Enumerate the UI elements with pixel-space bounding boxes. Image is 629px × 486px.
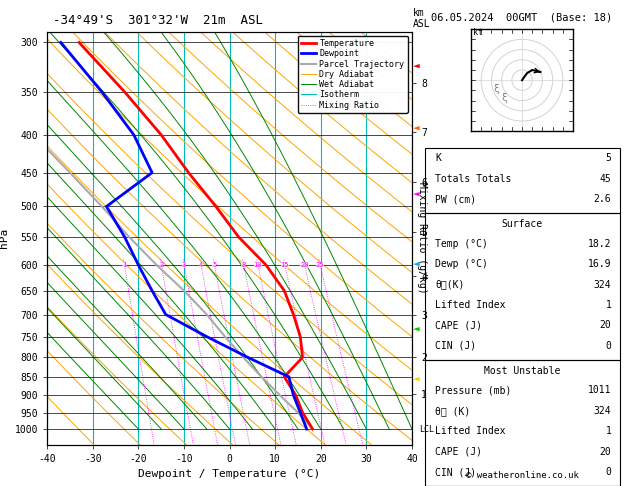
Text: ◄: ◄: [413, 325, 420, 335]
Text: Mixing Ratio (g/kg): Mixing Ratio (g/kg): [417, 182, 427, 294]
Text: 20: 20: [599, 320, 611, 330]
Text: 25: 25: [316, 262, 325, 268]
Text: ◄: ◄: [413, 123, 420, 134]
Text: 1: 1: [122, 262, 126, 268]
Text: 324: 324: [594, 279, 611, 290]
Text: 20: 20: [599, 447, 611, 457]
Text: CIN (J): CIN (J): [435, 467, 476, 477]
Text: Temp (°C): Temp (°C): [435, 239, 487, 249]
Text: PW (cm): PW (cm): [435, 194, 476, 204]
Text: θᴇ (K): θᴇ (K): [435, 406, 470, 416]
Text: 16.9: 16.9: [588, 259, 611, 269]
Bar: [425, 360, 620, 486]
Text: CAPE (J): CAPE (J): [435, 447, 482, 457]
Text: 4: 4: [199, 262, 203, 268]
Text: Surface: Surface: [501, 219, 543, 229]
Text: Lifted Index: Lifted Index: [435, 426, 505, 436]
Text: 45: 45: [599, 174, 611, 184]
Bar: [425, 213, 620, 360]
Text: 5: 5: [212, 262, 216, 268]
Text: θᴇ(K): θᴇ(K): [435, 279, 464, 290]
Text: Dewp (°C): Dewp (°C): [435, 259, 487, 269]
Text: ξ: ξ: [494, 85, 499, 94]
Text: 0: 0: [606, 467, 611, 477]
Text: © weatheronline.co.uk: © weatheronline.co.uk: [465, 471, 579, 480]
Text: ◄: ◄: [413, 374, 420, 384]
Text: kt: kt: [473, 28, 483, 37]
Text: 324: 324: [594, 406, 611, 416]
Y-axis label: hPa: hPa: [0, 228, 9, 248]
Text: Pressure (mb): Pressure (mb): [435, 385, 511, 396]
Text: 5: 5: [606, 153, 611, 163]
Text: 1011: 1011: [588, 385, 611, 396]
Text: 2: 2: [159, 262, 164, 268]
Legend: Temperature, Dewpoint, Parcel Trajectory, Dry Adiabat, Wet Adiabat, Isotherm, Mi: Temperature, Dewpoint, Parcel Trajectory…: [298, 36, 408, 113]
Text: ◄: ◄: [413, 260, 420, 270]
Text: Most Unstable: Most Unstable: [484, 366, 560, 376]
Text: 1: 1: [606, 426, 611, 436]
Text: 0: 0: [606, 341, 611, 351]
Text: CAPE (J): CAPE (J): [435, 320, 482, 330]
Text: -34°49'S  301°32'W  21m  ASL: -34°49'S 301°32'W 21m ASL: [53, 14, 264, 27]
Text: K: K: [435, 153, 441, 163]
Text: 20: 20: [300, 262, 309, 268]
Text: km
ASL: km ASL: [413, 8, 431, 29]
Text: ◄: ◄: [413, 62, 420, 72]
Text: 8: 8: [242, 262, 246, 268]
Text: 18.2: 18.2: [588, 239, 611, 249]
Bar: [425, 148, 620, 213]
Text: 1: 1: [606, 300, 611, 310]
Text: 15: 15: [281, 262, 289, 268]
Text: Lifted Index: Lifted Index: [435, 300, 505, 310]
Text: LCL: LCL: [420, 425, 434, 434]
Text: 2.6: 2.6: [594, 194, 611, 204]
X-axis label: Dewpoint / Temperature (°C): Dewpoint / Temperature (°C): [138, 469, 321, 479]
Text: 3: 3: [182, 262, 186, 268]
Text: Totals Totals: Totals Totals: [435, 174, 511, 184]
Text: 06.05.2024  00GMT  (Base: 18): 06.05.2024 00GMT (Base: 18): [431, 12, 613, 22]
Text: CIN (J): CIN (J): [435, 341, 476, 351]
Text: ξ: ξ: [501, 93, 506, 103]
Text: ◄: ◄: [413, 190, 420, 200]
Text: 10: 10: [253, 262, 262, 268]
